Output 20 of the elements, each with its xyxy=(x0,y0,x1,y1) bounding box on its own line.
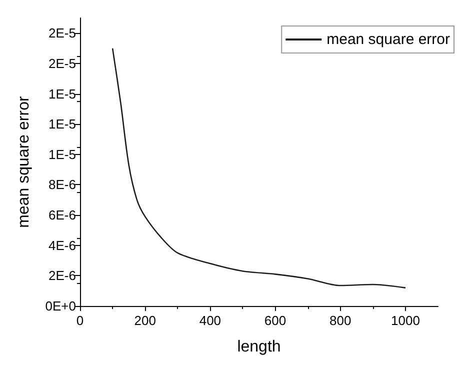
x-tick-label: 0 xyxy=(76,313,84,328)
y-tick-label: 2E-5 xyxy=(48,26,76,41)
x-tick-label: 800 xyxy=(330,313,352,328)
y-tick-label: 1E-5 xyxy=(48,86,76,102)
y-axis-title: mean square error xyxy=(16,96,32,228)
y-tick-label: 4E-6 xyxy=(48,238,76,253)
y-tick-label: 8E-6 xyxy=(48,177,76,192)
x-tick-label: 400 xyxy=(199,313,222,328)
x-axis-title: length xyxy=(237,338,281,356)
y-tick-label: 1E-5 xyxy=(48,146,76,162)
x-tick-label: 1000 xyxy=(390,313,420,328)
y-tick-label: 2E-6 xyxy=(48,268,76,284)
x-tick-label: 600 xyxy=(264,313,286,328)
y-tick-label: 6E-6 xyxy=(48,208,76,223)
y-tick-label: 0E+0 xyxy=(45,298,76,314)
line-series xyxy=(112,48,406,288)
x-tick-label: 200 xyxy=(134,313,156,328)
y-tick-label: 2E-5 xyxy=(48,56,76,71)
legend-label: mean square error xyxy=(326,31,450,48)
y-tick-label: 1E-5 xyxy=(48,116,76,132)
